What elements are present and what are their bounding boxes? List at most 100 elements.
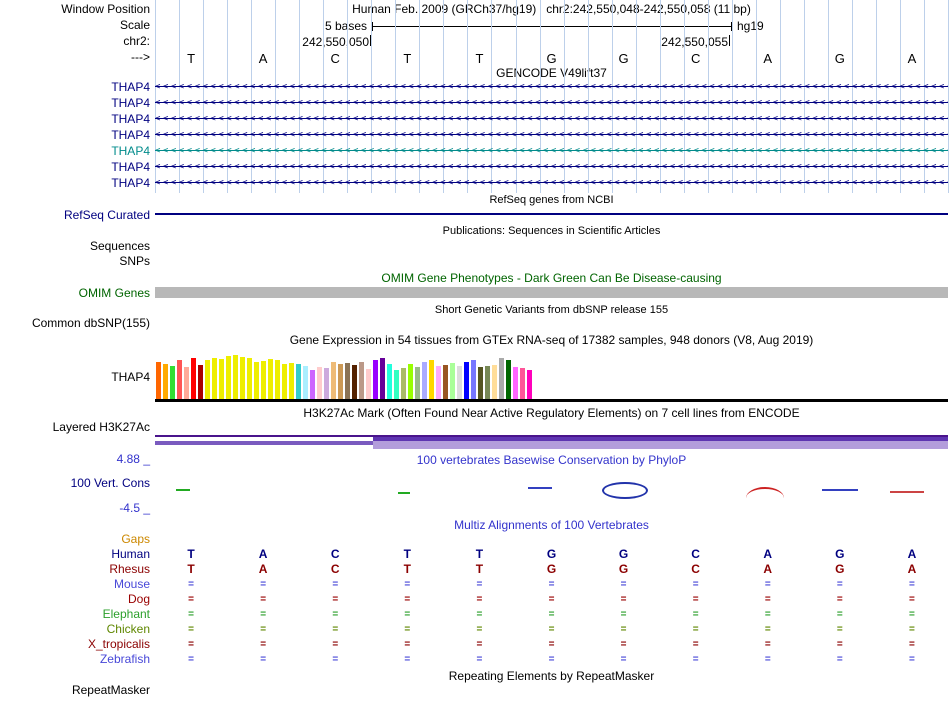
gtex-bar[interactable] xyxy=(408,364,413,400)
gtex-bar[interactable] xyxy=(226,356,231,400)
multiz-cell[interactable]: = xyxy=(620,579,627,590)
multiz-cell[interactable]: C xyxy=(691,562,700,576)
repeatmasker-track-title[interactable]: Repeating Elements by RepeatMasker xyxy=(448,669,655,683)
multiz-cell[interactable]: = xyxy=(764,594,771,605)
gtex-bar[interactable] xyxy=(471,360,476,400)
multiz-cell[interactable]: = xyxy=(764,639,771,650)
multiz-cell[interactable]: = xyxy=(692,609,699,620)
multiz-cell[interactable]: = xyxy=(548,654,555,665)
gtex-bar[interactable] xyxy=(282,364,287,400)
gtex-bar[interactable] xyxy=(331,362,336,400)
conservation-label[interactable]: 100 Vert. Cons xyxy=(70,476,150,490)
gene-strand-row[interactable]: <<<<<<<<<<<<<<<<<<<<<<<<<<<<<<<<<<<<<<<<… xyxy=(155,145,948,157)
gtex-bar[interactable] xyxy=(177,360,182,400)
publications-track-title[interactable]: Publications: Sequences in Scientific Ar… xyxy=(442,225,661,237)
multiz-cell[interactable]: = xyxy=(909,594,915,605)
multiz-cell[interactable]: A xyxy=(763,562,773,576)
species-label[interactable]: Dog xyxy=(127,592,150,606)
repeatmasker-label[interactable]: RepeatMasker xyxy=(71,683,150,697)
conservation-mark[interactable] xyxy=(602,482,648,499)
multiz-cell[interactable]: = xyxy=(836,579,843,590)
multiz-cell[interactable]: = xyxy=(620,594,627,605)
multiz-cell[interactable]: = xyxy=(332,579,339,590)
gtex-bar[interactable] xyxy=(303,366,308,400)
multiz-cell[interactable]: = xyxy=(836,654,843,665)
gene-label[interactable]: THAP4 xyxy=(111,112,150,126)
gtex-track-title[interactable]: Gene Expression in 54 tissues from GTEx … xyxy=(289,333,814,347)
multiz-cell[interactable]: = xyxy=(620,609,627,620)
gtex-bar[interactable] xyxy=(233,355,238,400)
conservation-mark[interactable] xyxy=(176,489,190,491)
gtex-bar[interactable] xyxy=(156,362,161,400)
multiz-cell[interactable]: = xyxy=(260,654,267,665)
multiz-cell[interactable]: = xyxy=(909,639,915,650)
gtex-bar[interactable] xyxy=(380,358,385,400)
gtex-bar[interactable] xyxy=(429,360,434,400)
dbsnp-track-title[interactable]: Short Genetic Variants from dbSNP releas… xyxy=(434,304,669,316)
conservation-mark[interactable] xyxy=(822,489,858,491)
multiz-cell[interactable]: = xyxy=(909,579,915,590)
refseq-curated-label[interactable]: RefSeq Curated xyxy=(63,208,150,222)
species-label[interactable]: Mouse xyxy=(113,577,150,591)
multiz-cell[interactable]: = xyxy=(332,654,339,665)
gtex-bar[interactable] xyxy=(310,370,315,400)
multiz-cell[interactable]: = xyxy=(188,654,194,665)
gtex-bar[interactable] xyxy=(324,368,329,400)
multiz-cell[interactable]: = xyxy=(476,654,483,665)
multiz-cell[interactable]: = xyxy=(260,594,267,605)
gtex-bar[interactable] xyxy=(338,364,343,400)
gene-strand-row[interactable]: <<<<<<<<<<<<<<<<<<<<<<<<<<<<<<<<<<<<<<<<… xyxy=(155,97,948,109)
multiz-cell[interactable]: T xyxy=(187,547,195,561)
multiz-cell[interactable]: = xyxy=(404,609,411,620)
gtex-bar[interactable] xyxy=(254,362,259,400)
layered-h3k27ac-label[interactable]: Layered H3K27Ac xyxy=(52,420,150,434)
gtex-bar[interactable] xyxy=(366,369,371,400)
multiz-cell[interactable]: = xyxy=(404,624,411,635)
gtex-bar[interactable] xyxy=(373,360,378,400)
multiz-cell[interactable]: = xyxy=(548,624,555,635)
gtex-bar[interactable] xyxy=(170,366,175,400)
multiz-cell[interactable]: = xyxy=(332,594,339,605)
gtex-bar[interactable] xyxy=(184,367,189,400)
multiz-cell[interactable]: = xyxy=(692,624,699,635)
omim-gene-bar[interactable] xyxy=(155,287,948,298)
species-label[interactable]: Chicken xyxy=(106,622,150,636)
gtex-bar[interactable] xyxy=(415,367,420,400)
gtex-bar[interactable] xyxy=(450,363,455,400)
multiz-cell[interactable]: = xyxy=(188,594,194,605)
gtex-bar[interactable] xyxy=(345,363,350,400)
multiz-cell[interactable]: = xyxy=(548,609,555,620)
multiz-cell[interactable]: = xyxy=(620,654,627,665)
gtex-bar[interactable] xyxy=(317,367,322,400)
h3k27ac-track-title[interactable]: H3K27Ac Mark (Often Found Near Active Re… xyxy=(303,406,800,420)
gene-strand-row[interactable]: <<<<<<<<<<<<<<<<<<<<<<<<<<<<<<<<<<<<<<<<… xyxy=(155,129,948,141)
gene-label[interactable]: THAP4 xyxy=(111,128,150,142)
multiz-cell[interactable]: = xyxy=(909,609,915,620)
multiz-cell[interactable]: = xyxy=(836,639,843,650)
multiz-cell[interactable]: = xyxy=(620,624,627,635)
conservation-mark[interactable] xyxy=(398,492,410,494)
gtex-bar[interactable] xyxy=(520,368,525,400)
multiz-cell[interactable]: = xyxy=(476,609,483,620)
multiz-cell[interactable]: = xyxy=(476,594,483,605)
multiz-cell[interactable]: = xyxy=(188,609,194,620)
gtex-bar[interactable] xyxy=(436,366,441,400)
gtex-bar[interactable] xyxy=(198,365,203,400)
gtex-bar[interactable] xyxy=(205,360,210,400)
multiz-cell[interactable]: A xyxy=(907,562,917,576)
multiz-cell[interactable]: = xyxy=(260,624,267,635)
gtex-bar[interactable] xyxy=(219,359,224,400)
gene-label[interactable]: THAP4 xyxy=(111,80,150,94)
gtex-bar[interactable] xyxy=(212,358,217,400)
multiz-cell[interactable]: C xyxy=(330,547,340,561)
gtex-bar[interactable] xyxy=(240,357,245,400)
gtex-bar[interactable] xyxy=(492,365,497,400)
multiz-cell[interactable]: = xyxy=(260,609,267,620)
multiz-cell[interactable]: = xyxy=(476,624,483,635)
multiz-cell[interactable]: T xyxy=(403,562,412,576)
gtex-bar[interactable] xyxy=(247,358,252,400)
multiz-cell[interactable]: T xyxy=(187,562,195,576)
multiz-cell[interactable]: = xyxy=(620,639,627,650)
multiz-cell[interactable]: = xyxy=(764,654,771,665)
multiz-cell[interactable]: A xyxy=(907,547,917,561)
